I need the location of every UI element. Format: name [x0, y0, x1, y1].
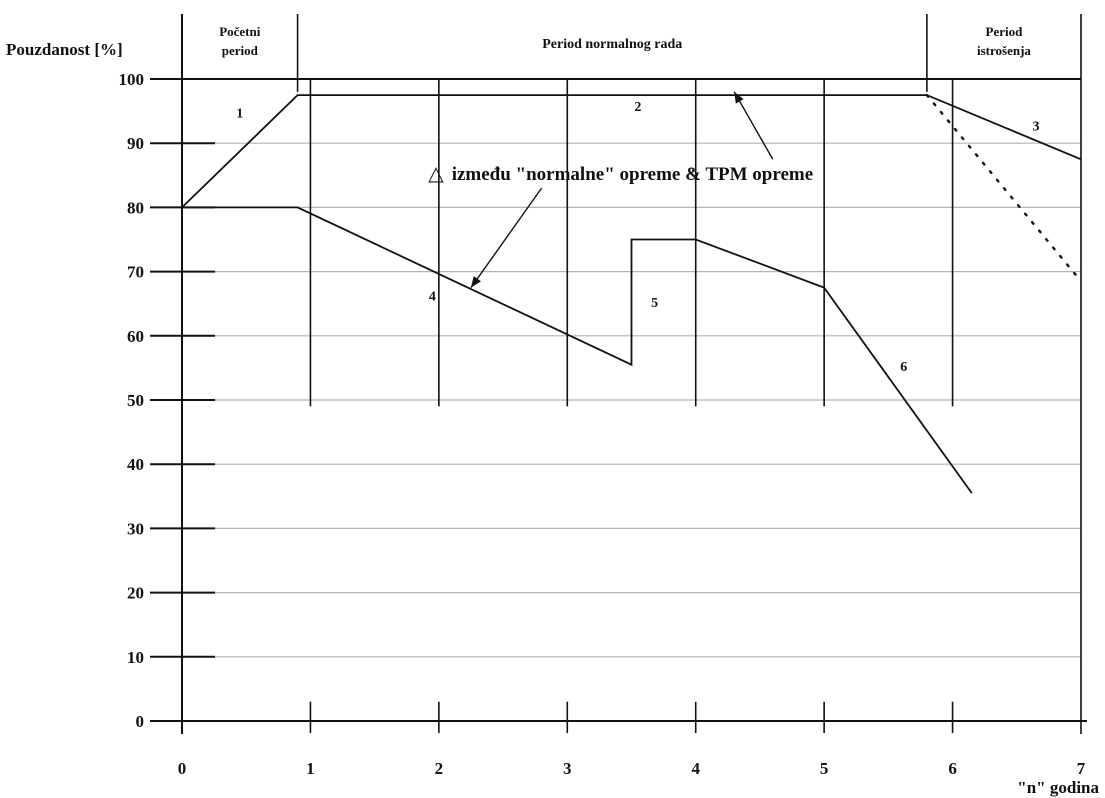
x-tick-label: 2	[435, 759, 444, 778]
period-label: Period	[986, 24, 1024, 39]
x-tick-label: 3	[563, 759, 572, 778]
segment-label: 5	[651, 296, 658, 311]
arrow-to-upper-line	[733, 91, 774, 160]
x-tick-label: 4	[691, 759, 700, 778]
y-tick-label: 10	[127, 648, 144, 667]
series-line-3	[925, 93, 1083, 283]
arrow-to-lower-line	[470, 187, 543, 289]
period-label: Period normalnog rada	[542, 37, 682, 52]
y-tick-label: 90	[127, 134, 144, 153]
series-lines	[181, 93, 1083, 494]
y-tick-label: 60	[127, 327, 144, 346]
y-axis-label: Pouzdanost [%]	[6, 40, 123, 59]
arrow-to-upper-line-head	[734, 91, 744, 104]
axes: 0 10 20 30 40 50 60 70 80 90 100 0 1 2 3 4 5 6 7 Početni per…	[119, 14, 1087, 778]
period-label: period	[222, 43, 259, 58]
y-tick-label: 30	[127, 519, 144, 538]
y-tick-label: 100	[119, 70, 145, 89]
y-tick-label: 40	[127, 455, 144, 474]
period-label: Početni	[219, 24, 261, 39]
annotation-text: između "normalne" opreme & TPM opreme	[452, 164, 813, 185]
x-tick-label: 5	[820, 759, 829, 778]
x-tick-label: 0	[178, 759, 187, 778]
x-axis-label: "n" godina	[1017, 778, 1099, 797]
series-line-2	[182, 206, 973, 494]
x-tick-label: 6	[948, 759, 957, 778]
segment-label: 6	[900, 360, 907, 375]
segment-label: 4	[429, 289, 436, 304]
arrow-to-lower-line-head	[470, 276, 482, 288]
x-tick-label: 7	[1077, 759, 1086, 778]
x-tick-label: 1	[306, 759, 315, 778]
y-tick-label: 80	[127, 198, 144, 217]
y-tick-label: 20	[127, 584, 144, 603]
annotations: 1 2 3 4 5 6 △ između "normalne" opreme & TPM op…	[236, 91, 1040, 375]
delta-symbol: △	[428, 161, 444, 185]
period-label: istrošenja	[977, 43, 1031, 58]
segment-label: 3	[1033, 119, 1040, 134]
segment-label: 2	[634, 100, 641, 115]
series-line-1	[181, 94, 1082, 209]
y-tick-label: 0	[136, 712, 145, 731]
y-tick-label: 70	[127, 263, 144, 282]
grid	[215, 79, 1081, 658]
y-tick-label: 50	[127, 391, 144, 410]
segment-label: 1	[236, 107, 243, 122]
